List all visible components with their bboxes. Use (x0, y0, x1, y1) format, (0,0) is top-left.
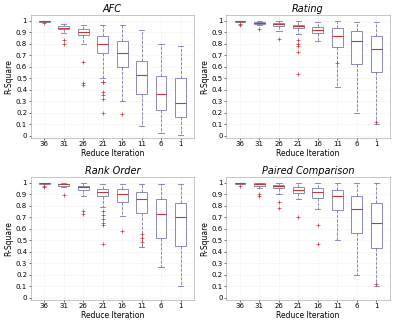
PathPatch shape (39, 21, 50, 22)
PathPatch shape (293, 187, 304, 193)
PathPatch shape (117, 41, 128, 67)
PathPatch shape (254, 183, 265, 186)
Title: Rank Order: Rank Order (85, 166, 140, 176)
X-axis label: Reduce Iteration: Reduce Iteration (81, 311, 144, 320)
Y-axis label: R-Square: R-Square (200, 221, 209, 256)
PathPatch shape (371, 203, 381, 248)
PathPatch shape (332, 190, 343, 210)
X-axis label: Reduce Iteration: Reduce Iteration (276, 311, 340, 320)
PathPatch shape (136, 61, 147, 94)
PathPatch shape (156, 76, 167, 110)
X-axis label: Reduce Iteration: Reduce Iteration (81, 149, 144, 158)
PathPatch shape (351, 196, 362, 233)
Y-axis label: R-Square: R-Square (4, 221, 13, 256)
PathPatch shape (234, 21, 245, 22)
PathPatch shape (312, 189, 323, 198)
PathPatch shape (254, 22, 265, 24)
PathPatch shape (58, 26, 69, 29)
PathPatch shape (351, 31, 362, 64)
PathPatch shape (175, 203, 186, 246)
PathPatch shape (175, 78, 186, 117)
PathPatch shape (117, 189, 128, 202)
PathPatch shape (78, 29, 89, 35)
PathPatch shape (97, 189, 108, 196)
PathPatch shape (293, 25, 304, 28)
PathPatch shape (312, 27, 323, 33)
PathPatch shape (332, 28, 343, 47)
X-axis label: Reduce Iteration: Reduce Iteration (276, 149, 340, 158)
Title: Paired Comparison: Paired Comparison (262, 166, 354, 176)
PathPatch shape (78, 186, 89, 190)
PathPatch shape (97, 36, 108, 53)
PathPatch shape (136, 192, 147, 213)
PathPatch shape (58, 184, 69, 186)
Title: Rating: Rating (292, 4, 324, 14)
PathPatch shape (273, 185, 284, 189)
Title: AFC: AFC (103, 4, 122, 14)
PathPatch shape (273, 23, 284, 26)
Y-axis label: R-Square: R-Square (4, 59, 13, 94)
PathPatch shape (39, 183, 50, 184)
PathPatch shape (156, 199, 167, 238)
PathPatch shape (234, 183, 245, 184)
PathPatch shape (371, 36, 381, 73)
Y-axis label: R-Square: R-Square (200, 59, 209, 94)
